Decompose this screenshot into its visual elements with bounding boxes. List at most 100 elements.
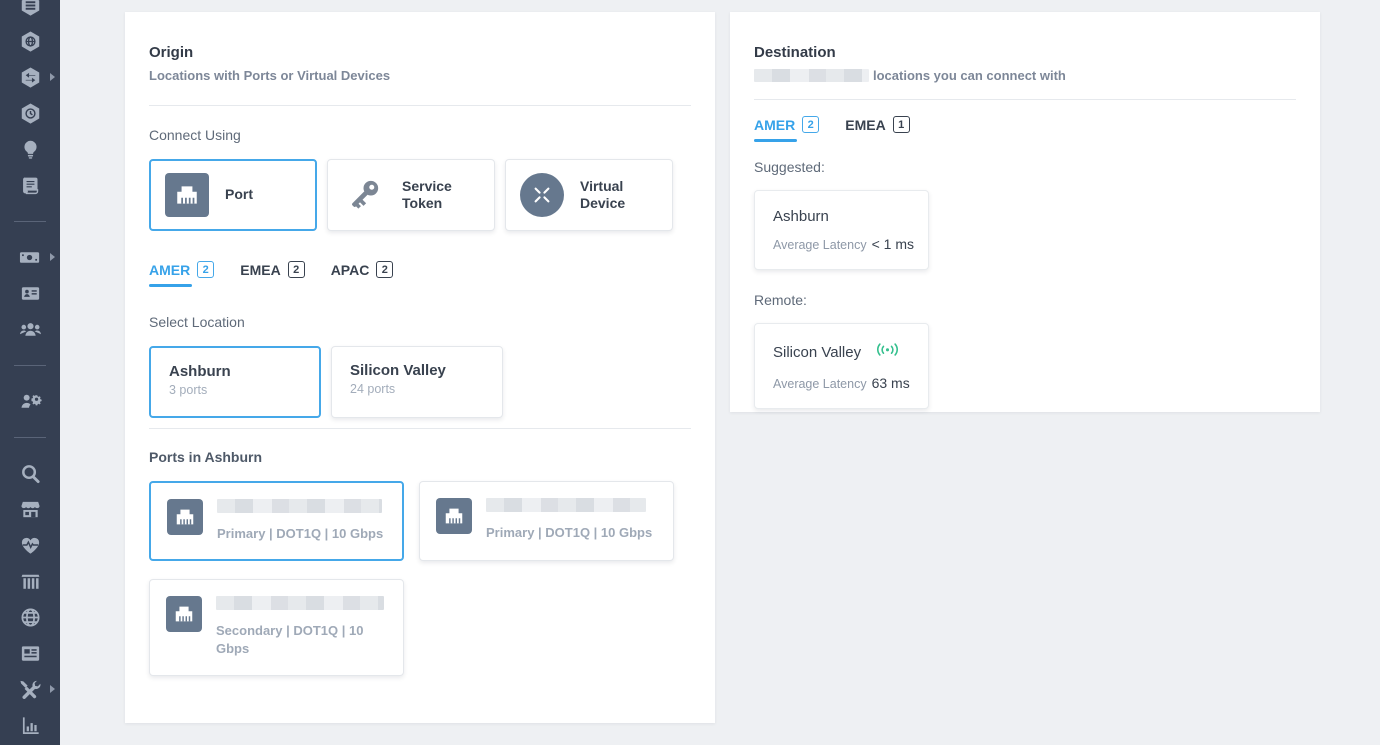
sidebar-item-tools[interactable] [0,671,60,707]
tab-emea[interactable]: EMEA 1 [845,116,910,133]
banknote-icon [18,246,43,269]
newspaper-icon [19,642,42,665]
users-icon [18,318,43,341]
tab-emea[interactable]: EMEA 2 [240,261,305,278]
sidebar-item-newspaper[interactable] [0,635,60,671]
latency-value: < 1 ms [871,236,914,252]
chevron-right-icon [50,685,55,693]
company-name-redacted [754,69,869,82]
sidebar-item-lightbulb[interactable] [0,131,60,167]
sidebar-item-bar-chart[interactable] [0,707,60,743]
divider [754,99,1296,100]
storefront-icon [19,498,42,521]
heart-pulse-icon [19,534,42,557]
tab-count-badge: 2 [287,261,305,278]
sidebar-item-hexagon-globe[interactable] [0,23,60,59]
sidebar-item-heart-pulse[interactable] [0,527,60,563]
location-cards-row: Ashburn 3 ports Silicon Valley 24 ports [149,346,691,418]
location-port-count: 3 ports [169,383,208,397]
destination-card-silicon-valley[interactable]: Silicon Valley Average Latency 63 ms [754,323,929,409]
tab-count-badge: 2 [197,261,215,278]
tab-apac[interactable]: APAC 2 [331,261,394,278]
origin-subtitle: Locations with Ports or Virtual Devices [149,68,391,83]
sidebar-item-search[interactable] [0,455,60,491]
port-card[interactable]: Primary | DOT1Q | 10 Gbps [419,481,674,562]
origin-title: Origin [149,44,194,61]
sidebar-item-hexagon-transfer[interactable] [0,59,60,95]
sidebar-item-hexagon-network[interactable] [0,0,60,23]
tab-label: APAC [330,261,370,278]
sidebar-item-id-card[interactable] [0,275,60,311]
sidebar-item-hexagon-clock[interactable] [0,95,60,131]
connect-option-port[interactable]: Port [149,159,317,231]
connect-option-label: Port [225,186,253,203]
connect-using-label: Connect Using [149,127,241,143]
globe-icon [19,606,42,629]
tab-count-badge: 1 [892,116,910,133]
destination-subtitle-text: locations you can connect with [873,68,1066,83]
ethernet-port-icon [165,173,209,217]
divider [149,428,691,429]
port-details: Secondary | DOT1Q | 10 Gbps [216,623,364,657]
hexagon-network-icon [19,0,42,17]
bank-icon [19,570,42,593]
origin-region-tabs: AMER 2 EMEA 2 APAC 2 [149,261,691,287]
location-card-ashburn[interactable]: Ashburn 3 ports [149,346,321,418]
sidebar-divider [0,347,60,383]
port-card[interactable]: Secondary | DOT1Q | 10 Gbps [149,579,404,676]
sidebar-item-bank[interactable] [0,563,60,599]
select-location-label: Select Location [149,314,245,330]
port-name-redacted [216,596,384,611]
latency-label: Average Latency [773,238,867,252]
port-name-redacted [217,499,382,513]
app-sidebar [0,0,60,745]
suggested-label: Suggested: [754,159,825,175]
connect-option-service-token[interactable]: Service Token [327,159,495,231]
router-icon [520,173,564,217]
port-details: Primary | DOT1Q | 10 Gbps [217,526,384,541]
destination-panel: Destination locations you can connect wi… [730,12,1320,412]
ethernet-port-icon [436,498,472,534]
sidebar-item-banknote[interactable] [0,239,60,275]
tab-label: AMER [754,116,798,142]
hexagon-globe-icon [19,30,42,53]
destination-card-ashburn[interactable]: Ashburn Average Latency < 1 ms [754,190,929,270]
latency-label: Average Latency [773,377,867,391]
sidebar-item-users[interactable] [0,311,60,347]
sidebar-divider [0,203,60,239]
destination-name: Silicon Valley [773,344,862,361]
ports-in-ashburn-header: Ports in Ashburn [149,449,263,465]
connect-option-virtual-device[interactable]: Virtual Device [505,159,673,231]
port-name-redacted [486,498,646,512]
bar-chart-icon [19,714,42,737]
destination-name: Ashburn [773,208,829,225]
location-name: Silicon Valley [350,362,446,379]
ethernet-port-icon [166,596,202,633]
sidebar-item-globe[interactable] [0,599,60,635]
destination-title: Destination [754,44,836,61]
destination-subtitle: locations you can connect with [754,68,1296,83]
sidebar-divider [0,419,60,455]
tab-amer[interactable]: AMER 2 [754,116,820,142]
tab-amer[interactable]: AMER 2 [149,261,215,287]
destination-region-tabs: AMER 2 EMEA 1 [754,116,1296,142]
ethernet-port-icon [167,499,203,535]
sidebar-item-user-settings[interactable] [0,383,60,419]
id-card-icon [19,282,42,305]
connect-option-label: Service Token [402,177,452,212]
location-card-silicon-valley[interactable]: Silicon Valley 24 ports [331,346,503,418]
tab-label: EMEA [845,116,886,133]
tab-count-badge: 2 [802,116,820,133]
chevron-right-icon [50,73,55,81]
sidebar-item-storefront[interactable] [0,491,60,527]
tools-icon [18,678,43,701]
signal-broadcast-icon [875,341,900,364]
tab-count-badge: 2 [376,261,394,278]
origin-panel: Origin Locations with Ports or Virtual D… [125,12,715,723]
port-card[interactable]: Primary | DOT1Q | 10 Gbps [149,481,404,562]
key-icon [342,175,386,215]
location-name: Ashburn [169,363,231,380]
sidebar-item-scroll[interactable] [0,167,60,203]
scroll-icon [20,174,41,197]
port-details: Primary | DOT1Q | 10 Gbps [486,525,653,540]
